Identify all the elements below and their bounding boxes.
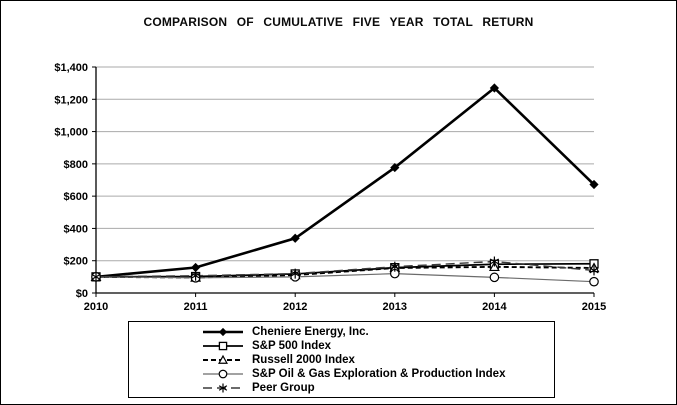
y-axis-tick-label: $400 [64,223,88,235]
x-axis-tick-label: 2012 [283,301,307,313]
y-axis-tick-label: $0 [76,288,88,300]
legend-triangle-open-icon [203,354,243,364]
series-markers-asterisk [91,256,599,282]
x-axis-tick-label: 2014 [482,301,507,313]
x-axis-tick-label: 2010 [84,301,108,313]
y-axis-tick-label: $800 [64,159,88,171]
legend-item: Peer Group [201,381,548,395]
legend-diamond-filled-icon [203,327,243,337]
x-axis-tick-label: 2013 [383,301,407,313]
y-axis-tick-label: $1,400 [54,62,88,74]
legend-square-open-icon [203,341,243,351]
y-axis-tick-label: $1,200 [54,94,88,106]
series-markers-circle-open [91,268,599,287]
series-line [95,86,595,279]
legend-circle-open-icon [203,369,243,379]
series-markers-diamond-filled [91,83,599,282]
y-axis-tick-label: $200 [64,256,88,268]
legend-item-label: S&P Oil & Gas Exploration & Production I… [252,368,506,380]
legend-item-label: Cheniere Energy, Inc. [252,326,369,338]
x-axis-tick-label: 2015 [582,301,606,313]
legend-item-label: S&P 500 Index [252,340,332,352]
series-line [95,273,595,283]
chart-plot-area: $0 $200 $400 $600 $800 $1,000 $1,200 $1,400 2010… [54,62,606,313]
legend-item: S&P 500 Index [201,339,548,353]
legend-item: Cheniere Energy, Inc. [201,325,548,339]
legend-item-label: Russell 2000 Index [252,354,355,366]
y-axis-tick-label: $600 [64,191,88,203]
legend-item: Russell 2000 Index [201,353,548,367]
y-axis-tick-label: $1,000 [54,127,88,139]
chart-title: COMPARISON OF CUMULATIVE FIVE YEAR TOTAL… [143,15,534,29]
legend-box: Cheniere Energy, Inc. S&P 500 Index Russel… [128,321,555,398]
legend-asterisk-icon [203,383,243,393]
legend-item: S&P Oil & Gas Exploration & Production I… [201,367,548,381]
x-axis-tick-label: 2011 [184,301,208,313]
legend-item-label: Peer Group [252,382,315,394]
